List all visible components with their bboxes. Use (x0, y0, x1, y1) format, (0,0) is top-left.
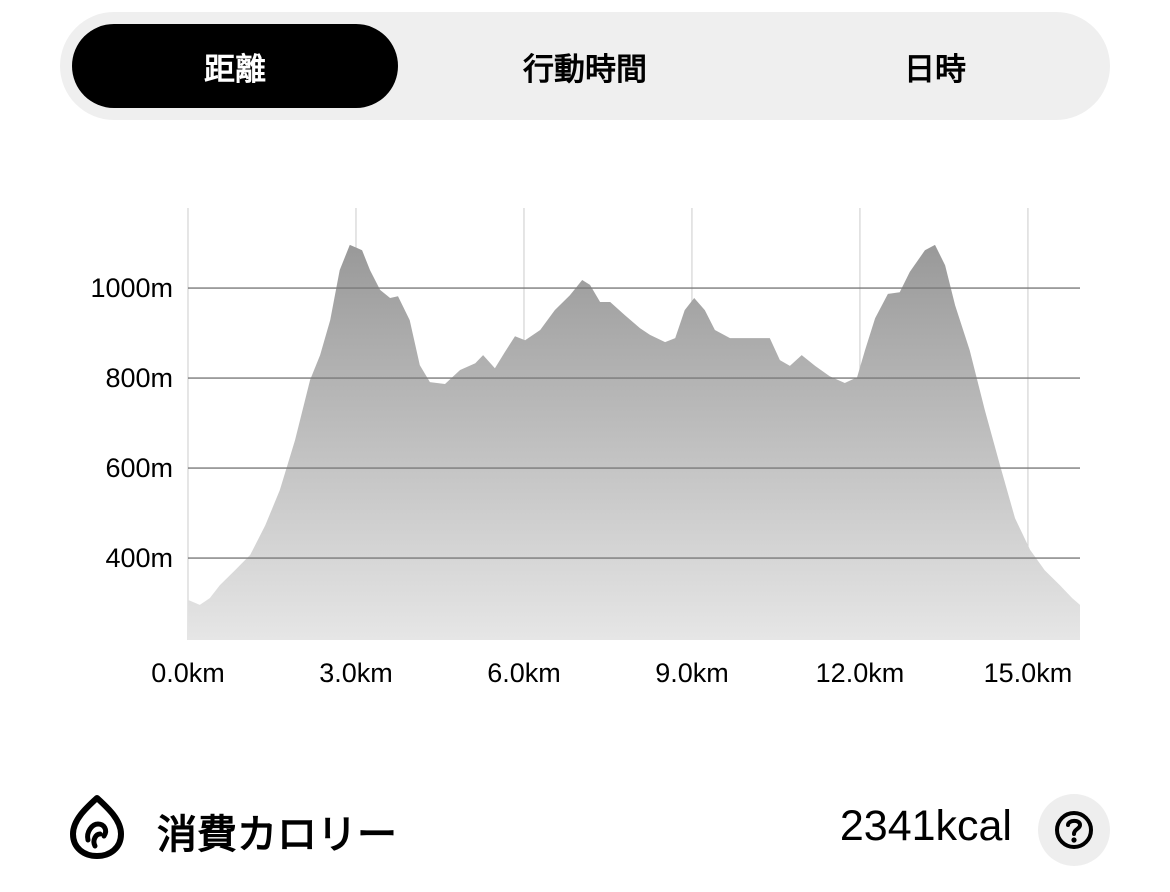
calories-value: 2341kcal (839, 802, 1012, 850)
elevation-chart: 0.0km 3.0km 6.0km 9.0km 12.0km 15.0km 400m 600m… (90, 208, 1080, 688)
y-tick-label: 800m (105, 363, 173, 393)
help-button[interactable] (1038, 794, 1110, 866)
x-tick-label: 9.0km (655, 658, 729, 688)
tab-datetime[interactable]: 日時 (904, 51, 966, 88)
x-tick-label: 15.0km (984, 658, 1073, 688)
segmented-control: 距離 行動時間 日時 (60, 12, 1110, 120)
y-tick-label: 600m (105, 453, 173, 483)
x-tick-label: 12.0km (816, 658, 905, 688)
elevation-area (188, 244, 1080, 640)
y-tick-label: 400m (105, 543, 173, 573)
x-tick-label: 6.0km (487, 658, 561, 688)
calories-label: 消費カロリー (157, 812, 397, 858)
tab-activity-time[interactable]: 行動時間 (523, 51, 647, 88)
question-circle-icon (1055, 811, 1093, 849)
tab-distance[interactable]: 距離 (72, 24, 398, 108)
x-tick-label: 0.0km (151, 658, 225, 688)
x-tick-label: 3.0km (319, 658, 393, 688)
calories-row: 消費カロリー 2341kcal (0, 780, 1170, 880)
y-tick-label: 1000m (90, 273, 173, 303)
flame-icon (70, 795, 124, 859)
